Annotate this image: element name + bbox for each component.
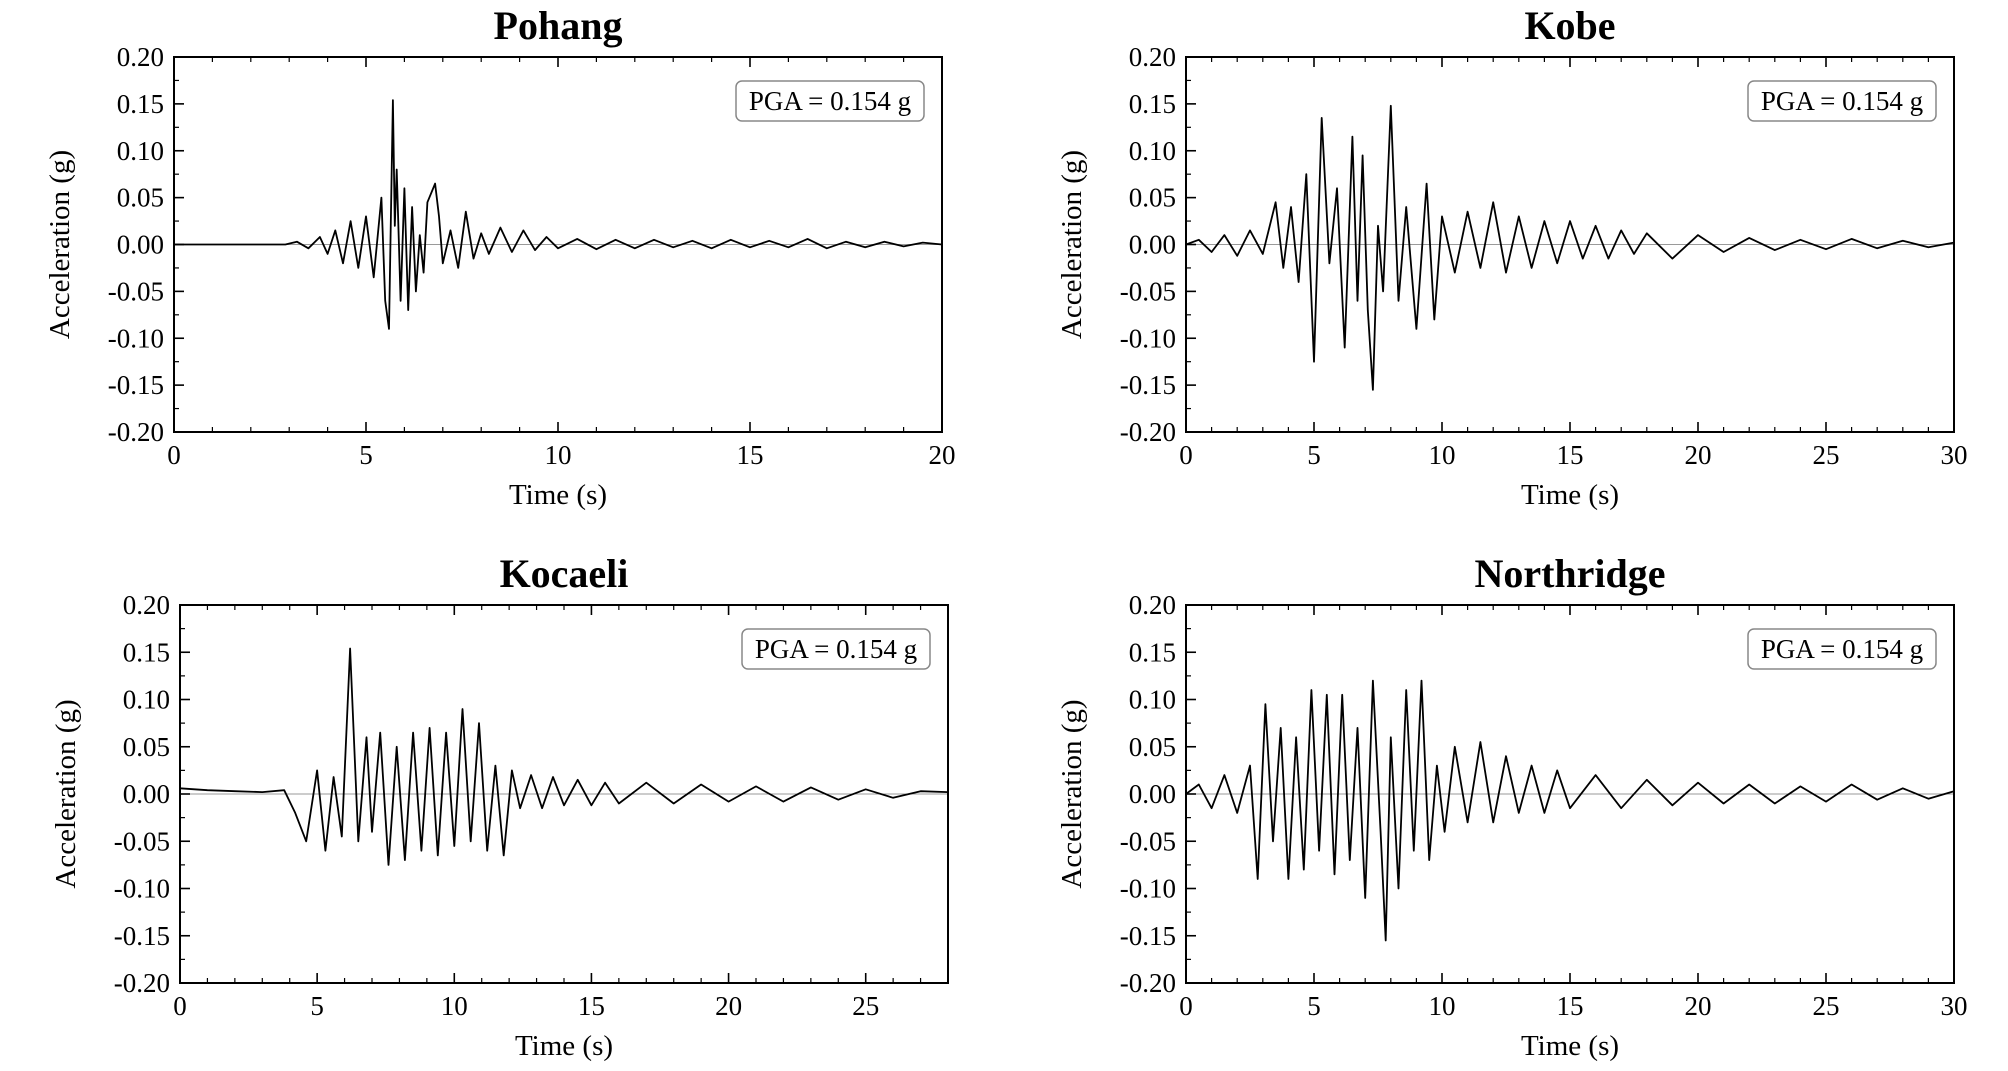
y-tick-label: -0.05 — [1120, 276, 1176, 306]
y-tick-label: 0.15 — [1129, 637, 1176, 667]
y-tick-label: 0.05 — [123, 732, 170, 762]
pga-box — [1747, 628, 1937, 670]
pga-annotation: PGA = 0.154 g — [1761, 86, 1923, 116]
pga-box — [741, 628, 931, 670]
chart-title: Pohang — [494, 3, 623, 48]
y-tick-label: -0.05 — [108, 276, 164, 306]
y-axis-label: Acceleration (g) — [44, 150, 76, 339]
y-tick-label: -0.20 — [114, 968, 170, 998]
y-tick-label: 0.20 — [123, 590, 170, 620]
y-axis-label: Acceleration (g) — [1056, 150, 1088, 339]
panel-kobe: Kobe 0.20 0.15 0.10 0.05 0.00 -0.05 -0.10 -0.15 -… — [1056, 3, 1968, 511]
y-tick-label: -0.20 — [108, 417, 164, 447]
y-tick-label: -0.15 — [1120, 370, 1176, 400]
y-tick-label: -0.10 — [108, 323, 164, 353]
y-tick-label: -0.20 — [1120, 417, 1176, 447]
y-tick-label: -0.10 — [1120, 874, 1176, 904]
x-tick-label: 10 — [545, 440, 572, 470]
panel-pohang: Pohang 0.20 0.15 0.10 0.05 0.00 -0.05 -0.10 -0.1… — [44, 3, 956, 511]
y-tick-label: 0.10 — [123, 685, 170, 715]
x-tick-label: 15 — [578, 991, 605, 1021]
series-line — [174, 99, 943, 330]
pga-annotation: PGA = 0.154 g — [755, 634, 917, 664]
y-axis-label: Acceleration (g) — [1056, 699, 1088, 888]
x-tick-label: 15 — [1557, 440, 1584, 470]
panel-northridge: Northridge 0.20 0.15 0.10 0.05 0.00 -0.05 -0.10… — [1056, 551, 1968, 1062]
x-axis-label: Time (s) — [509, 479, 607, 511]
pga-annotation: PGA = 0.154 g — [749, 86, 911, 116]
y-tick-label: 0.05 — [1129, 183, 1176, 213]
y-tick-label: 0.15 — [1129, 89, 1176, 119]
x-tick-label: 0 — [1179, 991, 1193, 1021]
x-tick-label: 25 — [852, 991, 879, 1021]
y-tick-label: 0.20 — [1129, 42, 1176, 72]
pga-box — [735, 80, 925, 122]
y-tick-label: 0.05 — [117, 183, 164, 213]
chart-title: Northridge — [1474, 551, 1665, 596]
x-tick-label: 0 — [167, 440, 181, 470]
y-tick-label: 0.00 — [1129, 230, 1176, 260]
x-tick-label: 10 — [1429, 991, 1456, 1021]
y-tick-label: 0.20 — [1129, 590, 1176, 620]
x-tick-label: 30 — [1941, 440, 1968, 470]
x-tick-label: 10 — [1429, 440, 1456, 470]
y-tick-label: 0.10 — [1129, 685, 1176, 715]
x-tick-label: 5 — [1307, 991, 1321, 1021]
x-tick-label: 5 — [1307, 440, 1321, 470]
y-tick-label: 0.00 — [117, 230, 164, 260]
y-axis-label: Acceleration (g) — [50, 699, 82, 888]
y-tick-label: 0.10 — [117, 136, 164, 166]
x-tick-label: 20 — [929, 440, 956, 470]
panel-kocaeli: Kocaeli 0.20 0.15 0.10 0.05 0.00 -0.05 -0.10 -0.… — [50, 551, 949, 1062]
chart-title: Kobe — [1524, 3, 1615, 48]
y-tick-label: 0.20 — [117, 42, 164, 72]
chart-title: Kocaeli — [500, 551, 629, 596]
y-tick-label: 0.00 — [1129, 779, 1176, 809]
y-tick-label: -0.20 — [1120, 968, 1176, 998]
x-axis-label: Time (s) — [1521, 479, 1619, 511]
x-tick-label: 30 — [1941, 991, 1968, 1021]
x-tick-label: 15 — [737, 440, 764, 470]
y-tick-label: -0.05 — [1120, 826, 1176, 856]
y-tick-label: -0.15 — [1120, 921, 1176, 951]
y-tick-label: -0.10 — [1120, 323, 1176, 353]
y-tick-label: -0.05 — [114, 826, 170, 856]
y-tick-label: 0.15 — [123, 637, 170, 667]
y-tick-label: -0.15 — [114, 921, 170, 951]
x-tick-label: 0 — [1179, 440, 1193, 470]
x-axis-label: Time (s) — [515, 1030, 613, 1062]
y-tick-label: 0.10 — [1129, 136, 1176, 166]
pga-box — [1747, 80, 1937, 122]
x-tick-label: 20 — [1685, 991, 1712, 1021]
pga-annotation: PGA = 0.154 g — [1761, 634, 1923, 664]
y-tick-label: -0.10 — [114, 874, 170, 904]
series-line — [1185, 104, 1955, 391]
y-tick-label: 0.05 — [1129, 732, 1176, 762]
x-tick-label: 25 — [1813, 440, 1840, 470]
x-axis-label: Time (s) — [1521, 1030, 1619, 1062]
series-line — [179, 647, 949, 866]
x-tick-label: 15 — [1557, 991, 1584, 1021]
y-tick-label: 0.00 — [123, 779, 170, 809]
x-tick-label: 20 — [1685, 440, 1712, 470]
x-tick-label: 25 — [1813, 991, 1840, 1021]
x-tick-label: 0 — [173, 991, 187, 1021]
y-tick-label: -0.15 — [108, 370, 164, 400]
x-tick-label: 20 — [715, 991, 742, 1021]
x-tick-label: 5 — [359, 440, 373, 470]
series-line — [1185, 679, 1955, 942]
x-tick-label: 5 — [310, 991, 324, 1021]
x-tick-label: 10 — [441, 991, 468, 1021]
y-tick-label: 0.15 — [117, 89, 164, 119]
